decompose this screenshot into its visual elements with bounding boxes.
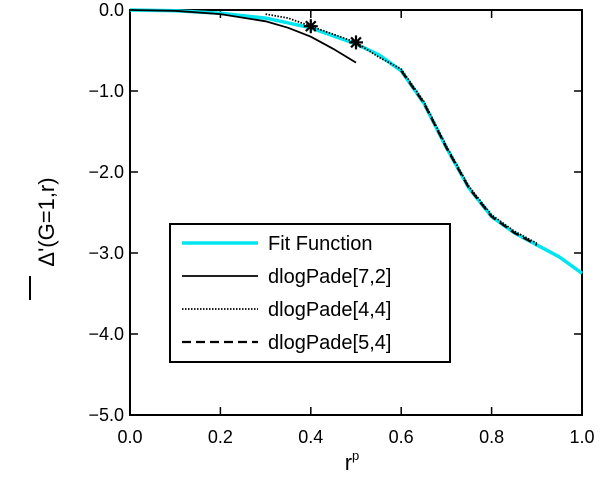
legend-box <box>169 223 451 363</box>
y-tick-label: −2.0 <box>88 162 124 182</box>
y-axis: 0.0 −1.0 −2.0 −3.0 −4.0 −5.0 <box>88 0 582 425</box>
x-axis-title: rp <box>345 448 360 475</box>
marker-layer <box>303 19 363 50</box>
x-tick-label: 0.0 <box>117 427 142 447</box>
star-marker <box>349 35 363 50</box>
series-line-dlogpade-4-4 <box>265 13 538 245</box>
legend-label: dlogPade[4,4] <box>268 299 391 321</box>
x-tick-label: 0.2 <box>208 427 233 447</box>
x-axis-title-main: r <box>345 450 352 475</box>
legend-label: dlogPade[5,4] <box>268 332 391 354</box>
plot-frame <box>129 9 583 416</box>
x-tick-label: 1.0 <box>569 427 594 447</box>
legend-label: dlogPade[7,2] <box>268 266 391 288</box>
series-line-dlogpade-5-4 <box>400 70 538 246</box>
series-line-dlogpade-7-2 <box>129 9 357 64</box>
legend: Fit Function dlogPade[7,2] dlogPade[4,4] dl… <box>169 223 451 363</box>
y-axis-title: Δ'(G=1,r) <box>34 177 59 266</box>
x-tick-label: 0.4 <box>298 427 323 447</box>
legend-label: Fit Function <box>268 233 372 255</box>
x-tick-label: 0.8 <box>479 427 504 447</box>
y-tick-label: 0.0 <box>99 0 124 20</box>
star-marker <box>303 19 318 34</box>
y-tick-label: −5.0 <box>88 405 124 425</box>
series-layer <box>129 8 584 275</box>
x-axis: 0.0 0.2 0.4 0.6 0.8 1.0 <box>117 10 595 447</box>
y-tick-label: −1.0 <box>88 81 124 101</box>
x-tick-label: 0.6 <box>389 427 414 447</box>
y-tick-label: −4.0 <box>88 324 124 344</box>
x-axis-title-sup: p <box>352 448 359 463</box>
y-tick-label: −3.0 <box>88 243 124 263</box>
